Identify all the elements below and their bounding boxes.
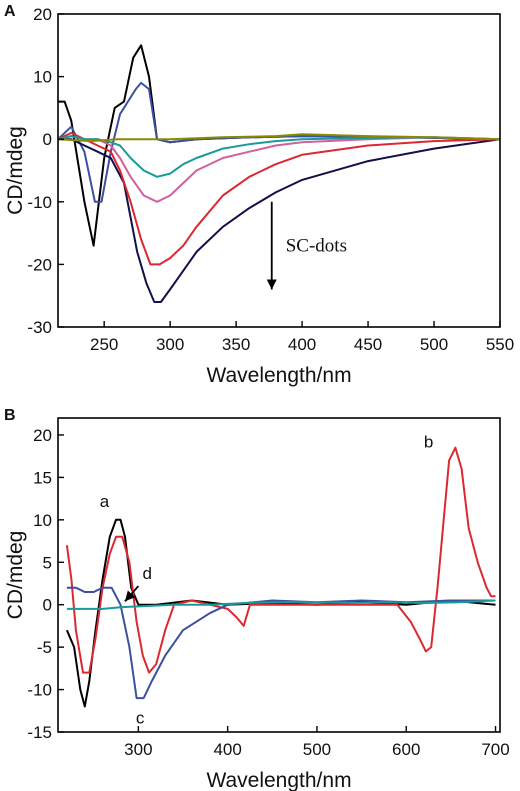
x-tick-label: 550 — [486, 335, 514, 354]
y-tick-label: 0 — [43, 130, 52, 149]
series-group — [58, 44, 500, 303]
panel-b: B 300 400 500 600 700 -15 -10 -5 0 5 10 15 20 Waveleng… — [4, 407, 510, 791]
y-tick-label: -10 — [27, 193, 52, 212]
curve-label-c: c — [136, 709, 145, 728]
y-tick-label: -10 — [27, 681, 52, 700]
series-line-b — [65, 446, 496, 674]
y-tick-label: 20 — [33, 426, 52, 445]
plot-frame — [57, 417, 501, 733]
panel-label: A — [4, 3, 16, 20]
y-tick-label: -30 — [27, 318, 52, 337]
y-tick-label: 5 — [43, 553, 52, 572]
series-line-d — [66, 599, 496, 610]
curve-label-a: a — [100, 492, 110, 511]
x-tick-label: 500 — [420, 335, 448, 354]
x-tick-label: 400 — [213, 740, 241, 759]
series-line-c — [66, 586, 496, 700]
x-tick-label: 500 — [303, 740, 331, 759]
series-line-3 — [58, 138, 500, 303]
y-tick-label: 0 — [43, 596, 52, 615]
x-tick-label: 700 — [481, 740, 509, 759]
y-tick-label: -15 — [27, 723, 52, 742]
series-line-7 — [58, 133, 500, 143]
panel-a: A 250 300 350 400 450 500 550 -30 -20 -10 0 10 20 Wave… — [4, 3, 514, 387]
y-tick-label: -20 — [27, 255, 52, 274]
y-tick-label: 20 — [33, 5, 52, 24]
y-tick-label: 15 — [33, 468, 52, 487]
x-tick-label: 350 — [222, 335, 250, 354]
plot-frame — [57, 13, 501, 328]
curve-label-b: b — [424, 433, 433, 452]
x-axis-label: Wavelength/nm — [206, 364, 351, 387]
x-tick-label: 400 — [288, 335, 316, 354]
series-line-6 — [58, 135, 500, 178]
arrow-head — [124, 590, 136, 602]
series-line-a — [65, 518, 496, 708]
curve-label-d: d — [143, 564, 152, 583]
x-tick-label: 300 — [124, 740, 152, 759]
y-axis-label: CD/mdeg — [4, 531, 27, 620]
y-tick-label: 10 — [33, 511, 52, 530]
x-axis-label: Wavelength/nm — [206, 769, 351, 791]
y-tick-label: -5 — [37, 638, 52, 657]
x-tick-label: 450 — [354, 335, 382, 354]
series-group — [65, 446, 496, 708]
series-line-2 — [58, 81, 500, 203]
series-line-5 — [58, 135, 500, 203]
y-axis-label: CD/mdeg — [4, 126, 27, 215]
arrow-head — [266, 279, 277, 290]
panel-label: B — [4, 407, 16, 424]
annotation-label: SC-dots — [286, 236, 347, 257]
y-tick-label: 10 — [33, 68, 52, 87]
x-tick-label: 300 — [156, 335, 184, 354]
x-tick-label: 250 — [90, 335, 118, 354]
series-line-4 — [58, 131, 500, 266]
x-tick-label: 600 — [392, 740, 420, 759]
